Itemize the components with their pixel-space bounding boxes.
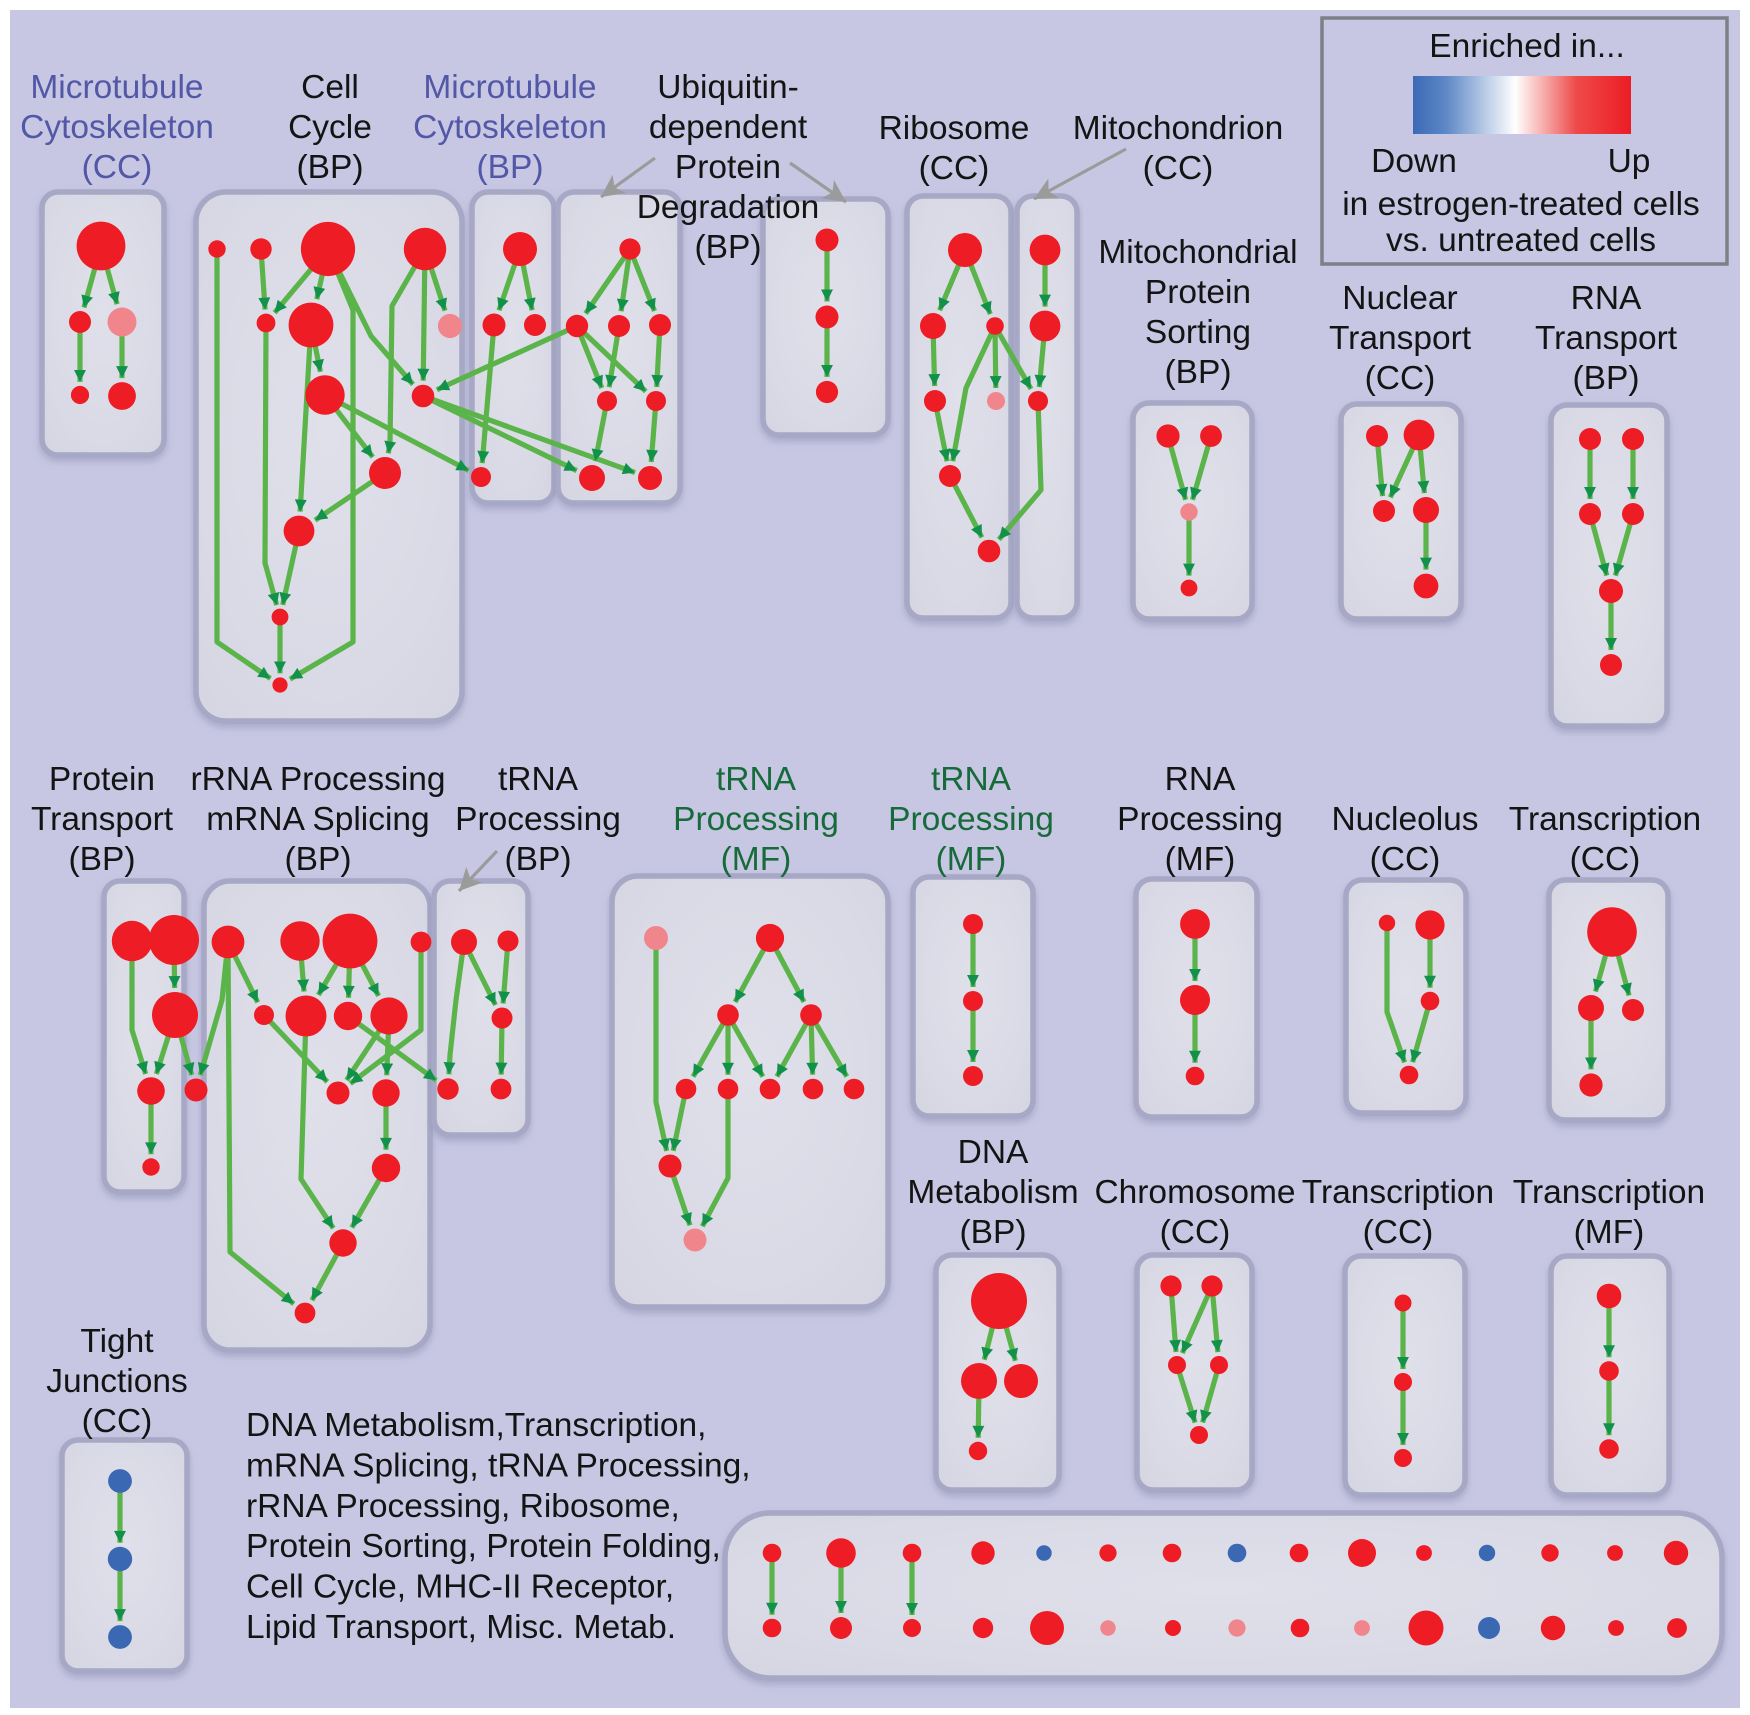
svg-text:Nucleolus(CC): Nucleolus (CC) — [1331, 801, 1478, 878]
svg-text:vs. untreated cells: vs. untreated cells — [1386, 222, 1656, 259]
svg-text:Transcription(CC): Transcription (CC) — [1509, 801, 1701, 878]
svg-text:Up: Up — [1608, 143, 1651, 180]
svg-text:Mitochondrion(CC): Mitochondrion (CC) — [1073, 110, 1283, 187]
svg-text:in estrogen-treated cells: in estrogen-treated cells — [1342, 186, 1700, 223]
svg-text:Down: Down — [1371, 143, 1457, 180]
svg-text:DNA Metabolism,Transcription,m: DNA Metabolism,Transcription, mRNA Splici… — [246, 1407, 751, 1646]
svg-text:Enriched in...: Enriched in... — [1429, 28, 1625, 65]
svg-text:Transcription(MF): Transcription (MF) — [1513, 1174, 1705, 1251]
svg-text:Transcription(CC): Transcription (CC) — [1302, 1174, 1494, 1251]
svg-text:Chromosome(CC): Chromosome (CC) — [1094, 1174, 1295, 1251]
svg-text:Ribosome(CC): Ribosome (CC) — [879, 110, 1030, 187]
